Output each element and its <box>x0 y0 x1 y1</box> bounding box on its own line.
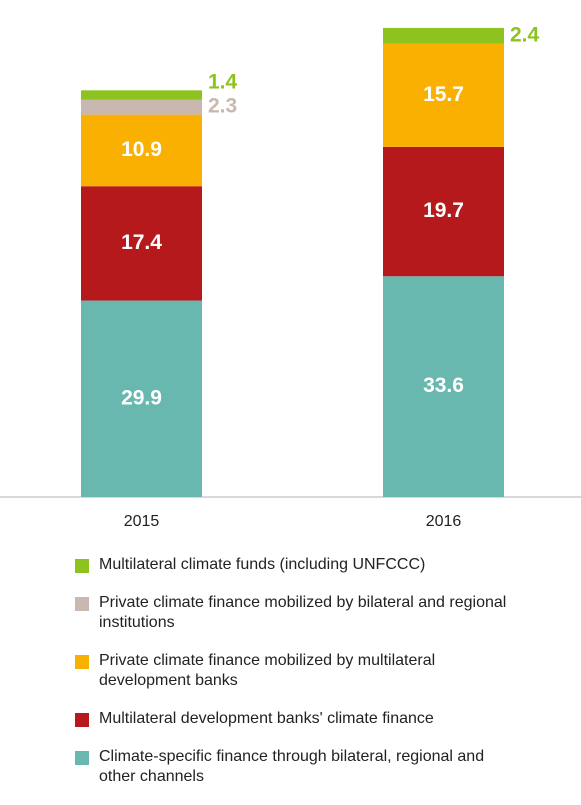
data-label: 2.4 <box>510 23 540 46</box>
data-label: 29.9 <box>121 386 162 409</box>
bar-segment <box>383 43 504 147</box>
legend-swatch <box>75 559 89 573</box>
bar-segment <box>81 186 202 301</box>
bar-segment <box>383 276 504 497</box>
bar-segment <box>81 90 202 100</box>
data-label: 17.4 <box>121 231 162 254</box>
legend-swatch <box>75 713 89 727</box>
data-label: 19.7 <box>423 199 464 222</box>
legend-swatch <box>75 597 89 611</box>
legend-label: Climate-specific finance through bilater… <box>99 748 485 785</box>
legend-label: Private climate finance mobilized by mul… <box>99 652 436 689</box>
legend-item: Private climate finance mobilized by bil… <box>75 593 515 633</box>
bar-segment <box>81 99 202 115</box>
chart: 2015 29.9 17.4 10.9 2.31.4 2016 33.6 19.7 15.7 2.… <box>0 23 581 530</box>
legend-swatch <box>75 751 89 765</box>
legend-label: Multilateral development banks' climate … <box>99 710 434 727</box>
bar-segment <box>81 300 202 497</box>
legend-item: Multilateral climate funds (including UN… <box>75 555 515 575</box>
legend-item: Multilateral development banks' climate … <box>75 709 515 729</box>
bar-segment <box>383 146 504 277</box>
legend: Multilateral climate funds (including UN… <box>75 555 515 805</box>
bar-segment <box>81 114 202 187</box>
legend-swatch <box>75 655 89 669</box>
legend-item: Private climate finance mobilized by mul… <box>75 651 515 691</box>
data-label: 33.6 <box>423 374 464 397</box>
bar-segment <box>383 27 504 44</box>
data-label: 15.7 <box>423 83 464 106</box>
data-label: 10.9 <box>121 138 162 161</box>
legend-label: Private climate finance mobilized by bil… <box>99 594 507 631</box>
legend-label: Multilateral climate funds (including UN… <box>99 556 426 573</box>
data-label: 1.4 <box>208 71 238 94</box>
legend-item: Climate-specific finance through bilater… <box>75 747 515 787</box>
x-tick-label: 2016 <box>426 513 462 530</box>
data-label: 2.3 <box>208 95 237 118</box>
x-tick-label: 2015 <box>124 513 160 530</box>
